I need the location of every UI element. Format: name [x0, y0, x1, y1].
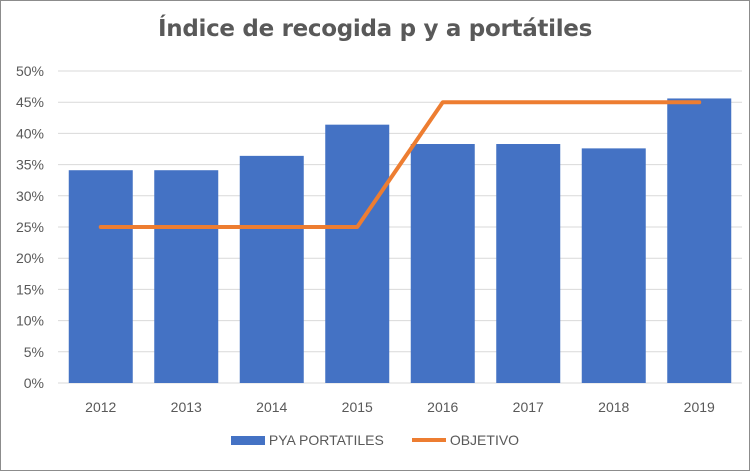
bar-2018: [581, 148, 646, 383]
y-tick-label: 30%: [16, 188, 44, 204]
y-tick-label: 15%: [16, 281, 44, 297]
legend-item-pya: PYA PORTATILES: [230, 432, 384, 448]
legend-label: PYA PORTATILES: [268, 432, 384, 448]
y-tick-label: 35%: [16, 157, 44, 173]
y-tick-label: 45%: [16, 94, 44, 110]
x-tick-label: 2013: [171, 399, 202, 415]
bar-2013: [154, 170, 219, 383]
chart-title: Índice de recogida p y a portátiles: [158, 16, 592, 42]
x-tick-label: 2015: [342, 399, 373, 415]
y-tick-label: 25%: [16, 219, 44, 235]
x-tick-label: 2019: [684, 399, 715, 415]
x-tick-label: 2016: [427, 399, 458, 415]
x-tick-label: 2018: [598, 399, 629, 415]
bar-2016: [410, 144, 475, 383]
x-tick-label: 2012: [85, 399, 116, 415]
bar-2014: [239, 155, 304, 383]
legend-item-objetivo: OBJETIVO: [411, 432, 520, 448]
bar-2012: [68, 170, 133, 383]
bar-2017: [496, 144, 561, 383]
bar-2019: [667, 98, 732, 384]
legend-label: OBJETIVO: [449, 432, 520, 448]
y-tick-label: 5%: [24, 344, 44, 360]
legend: PYA PORTATILES OBJETIVO: [0, 432, 750, 448]
x-tick-label: 2014: [256, 399, 287, 415]
y-tick-label: 0%: [24, 375, 44, 391]
line-objetivo: [98, 100, 702, 229]
legend-swatch-bar: [230, 435, 265, 445]
y-tick-label: 20%: [16, 250, 44, 266]
y-tick-label: 10%: [16, 313, 44, 329]
y-tick-label: 50%: [16, 63, 44, 79]
bar-2015: [325, 124, 390, 383]
y-tick-label: 40%: [16, 125, 44, 141]
legend-swatch-line: [411, 438, 446, 442]
x-tick-label: 2017: [513, 399, 544, 415]
